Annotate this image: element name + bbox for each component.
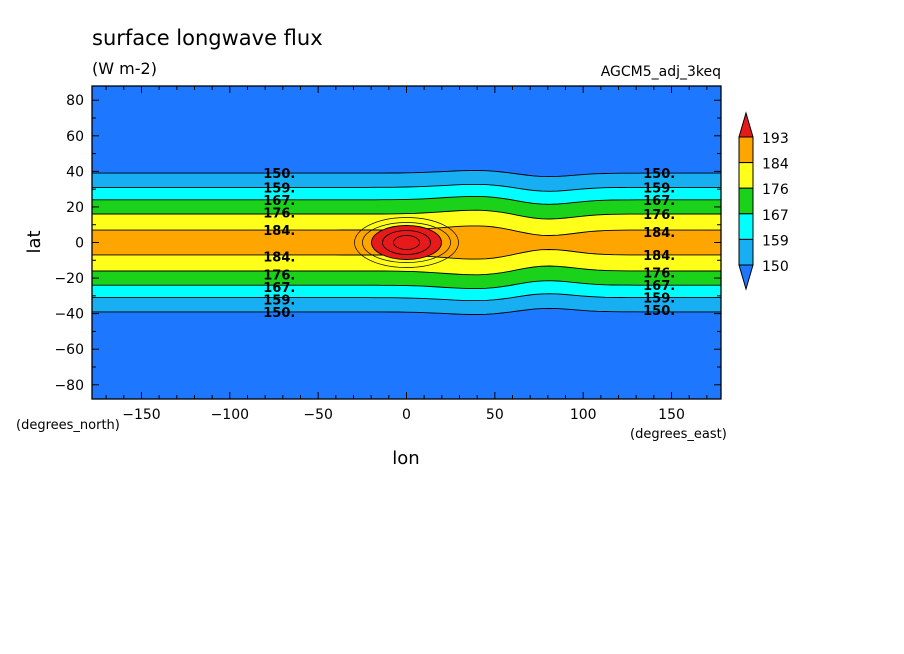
hotspot-contour-inner bbox=[382, 230, 431, 255]
colorbar-swatch bbox=[738, 213, 754, 240]
y-units-label: (degrees_north) bbox=[16, 418, 120, 433]
colorbar: 193 184 176 167 159 150 bbox=[738, 111, 789, 291]
contour-label: 176. bbox=[643, 208, 675, 223]
contour-label: 150. bbox=[263, 306, 295, 321]
y-axis: −80 −60 −40 −20 0 20 40 60 80 bbox=[54, 93, 721, 394]
contour-label: 150. bbox=[643, 304, 675, 319]
chart-subtitle: (W m-2) bbox=[92, 59, 157, 78]
y-axis-title: lat bbox=[24, 230, 45, 253]
hotspot-contour-core bbox=[393, 235, 420, 250]
contour-label: 184. bbox=[263, 251, 295, 266]
x-tick-label: −100 bbox=[211, 407, 249, 423]
contour-label: 167. bbox=[643, 279, 675, 294]
contour-label: 184. bbox=[643, 249, 675, 264]
colorbar-swatch bbox=[738, 136, 754, 164]
contour-label: 176. bbox=[643, 267, 675, 282]
contour-label: 159. bbox=[263, 181, 295, 196]
contour-label: 150. bbox=[643, 167, 675, 182]
colorbar-level-label: 150 bbox=[762, 259, 789, 275]
contour-label: 167. bbox=[643, 194, 675, 209]
contour-label: 167. bbox=[263, 281, 295, 296]
contour-label: 176. bbox=[263, 269, 295, 284]
contour-label: 176. bbox=[263, 206, 295, 221]
y-tick-label: −20 bbox=[54, 271, 84, 287]
y-tick-label: 40 bbox=[66, 164, 84, 180]
y-tick-label: −60 bbox=[54, 342, 84, 358]
x-axis-title: lon bbox=[392, 448, 419, 469]
x-tick-label: 50 bbox=[486, 407, 504, 423]
contour-label: 184. bbox=[263, 224, 295, 239]
colorbar-swatch bbox=[738, 187, 754, 215]
colorbar-level-label: 184 bbox=[762, 157, 789, 173]
x-units-label: (degrees_east) bbox=[630, 427, 727, 442]
colorbar-level-label: 167 bbox=[762, 208, 789, 224]
x-tick-label: −50 bbox=[303, 407, 333, 423]
contour-label: 184. bbox=[643, 226, 675, 241]
contour-label: 159. bbox=[263, 293, 295, 308]
colorbar-level-label: 159 bbox=[762, 233, 789, 249]
chart-title: surface longwave flux bbox=[92, 26, 323, 50]
y-tick-label: 60 bbox=[66, 129, 84, 145]
y-tick-label: 80 bbox=[66, 93, 84, 109]
y-tick-label: 0 bbox=[75, 236, 84, 252]
y-tick-label: 20 bbox=[66, 200, 84, 216]
colorbar-below-arrow bbox=[738, 264, 754, 291]
hotspot-contour-middle bbox=[362, 222, 451, 263]
plot-area bbox=[92, 86, 721, 399]
colorbar-level-label: 193 bbox=[762, 131, 789, 147]
colorbar-swatch bbox=[738, 162, 754, 189]
colorbar-swatch bbox=[738, 238, 754, 266]
contour-label: 159. bbox=[643, 181, 675, 196]
contour-label: 167. bbox=[263, 194, 295, 209]
y-tick-label: −80 bbox=[54, 378, 84, 394]
x-tick-label: 150 bbox=[658, 407, 685, 423]
dataset-label: AGCM5_adj_3keq bbox=[601, 64, 721, 80]
contour-label: 150. bbox=[263, 167, 295, 182]
hotspot-contour-outer bbox=[354, 217, 459, 268]
x-tick-label: 100 bbox=[570, 407, 597, 423]
y-tick-label: −40 bbox=[54, 307, 84, 323]
x-tick-label: −150 bbox=[122, 407, 160, 423]
x-axis: −150 −100 −50 0 50 100 150 bbox=[105, 86, 708, 423]
x-tick-label: 0 bbox=[402, 407, 411, 423]
contour-labels: 150.159.167.176.184.184.176.167.159.150.… bbox=[263, 167, 675, 321]
colorbar-level-label: 176 bbox=[762, 182, 789, 198]
contour-label: 159. bbox=[643, 292, 675, 307]
